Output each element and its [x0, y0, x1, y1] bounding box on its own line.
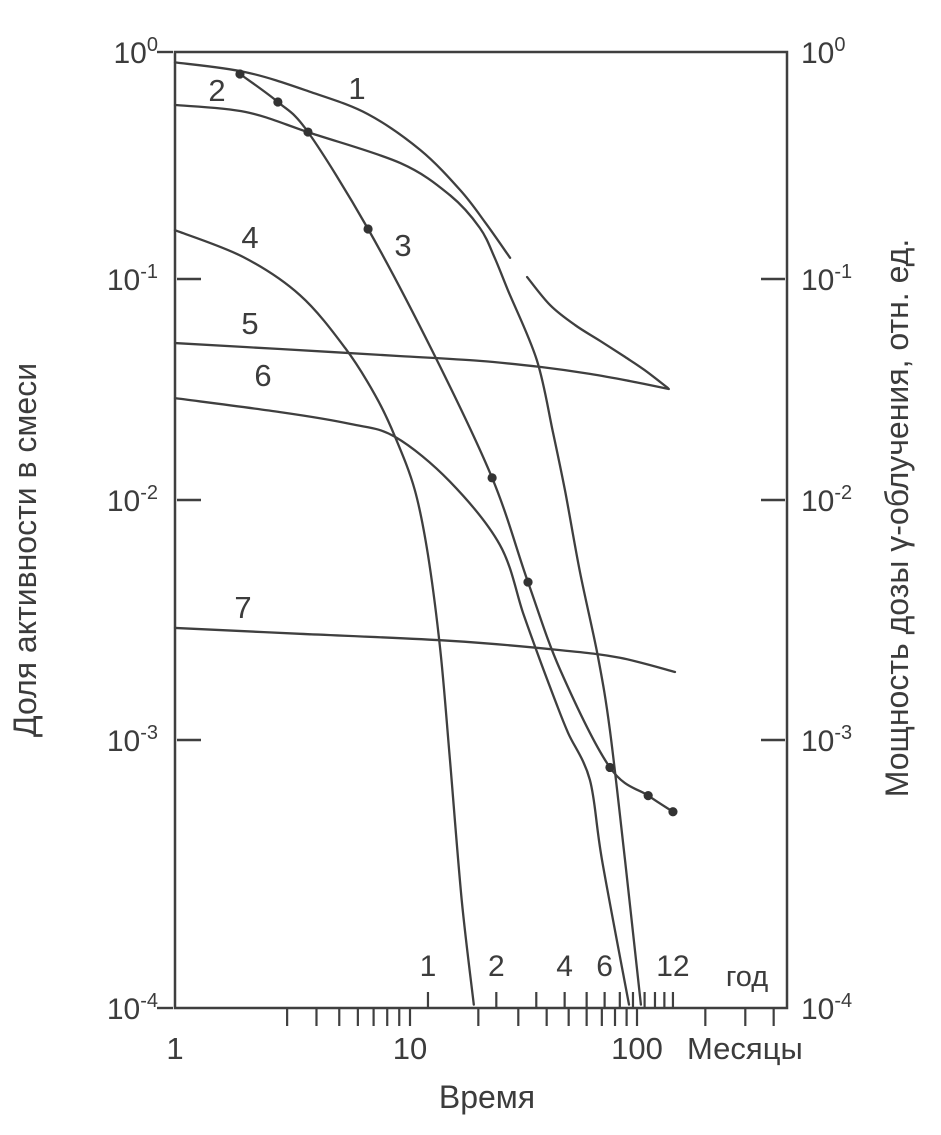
curve-2-label: 2: [208, 73, 225, 108]
curve-1-label: 1: [348, 71, 365, 106]
curve-7-path: [173, 626, 677, 674]
curve-7-label: 7: [234, 590, 251, 625]
curve-3-data-point: [487, 473, 497, 483]
curve-1-path: [525, 275, 670, 390]
curve-6-path: [173, 396, 631, 1006]
plot-frame: [173, 50, 789, 1010]
y-right-tick-label: 10-4: [801, 990, 852, 1026]
curve-3-data-point: [605, 762, 615, 773]
year-tick-label: 6: [596, 950, 613, 983]
y-left-tick-label: 10-4: [107, 990, 158, 1026]
y-left-tick-label: 10-3: [107, 722, 158, 758]
curve-2-path: [173, 103, 643, 1006]
x-axis-year-unit-label: год: [726, 961, 768, 993]
y-left-tick-label: 100: [114, 34, 159, 70]
y-right-tick-label: 10-1: [801, 261, 852, 297]
curve-3-data-point: [273, 97, 283, 107]
curve-5-path: [173, 341, 670, 391]
curve-3-data-point: [303, 127, 313, 137]
year-tick-label: 2: [488, 950, 505, 983]
x-tick-label: 1: [166, 1031, 183, 1066]
curve-5-label: 5: [241, 306, 258, 341]
x-tick-label: 10: [393, 1031, 427, 1066]
y-left-tick-label: 10-2: [107, 482, 158, 518]
curve-3-data-point: [668, 807, 678, 817]
x-axis-unit-label: Месяцы: [687, 1031, 803, 1066]
curve-3-data-point: [523, 577, 533, 587]
x-axis-title: Время: [439, 1079, 535, 1115]
y-right-axis-title: Мощность дозы γ-облучения, отн. ед.: [879, 239, 915, 798]
curve-4-path: [173, 229, 475, 1006]
curve-1-path: [173, 61, 512, 259]
year-tick-label: 4: [556, 950, 573, 983]
y-left-tick-label: 10-1: [107, 261, 158, 297]
curve-3-data-point: [235, 69, 245, 79]
curve-4-label: 4: [241, 220, 258, 255]
year-tick-label: 12: [656, 950, 689, 983]
y-right-tick-label: 10-2: [801, 482, 852, 518]
x-tick-label: 100: [611, 1031, 663, 1066]
curve-3-data-point: [363, 224, 373, 234]
year-tick-label: 1: [420, 950, 437, 983]
y-right-tick-label: 10-3: [801, 722, 852, 758]
y-left-axis-title: Доля активности в смеси: [7, 363, 43, 737]
curve-3-label: 3: [394, 228, 411, 263]
y-right-tick-label: 100: [801, 34, 846, 70]
curve-6-label: 6: [254, 358, 271, 393]
curve-3-data-point: [643, 791, 653, 801]
